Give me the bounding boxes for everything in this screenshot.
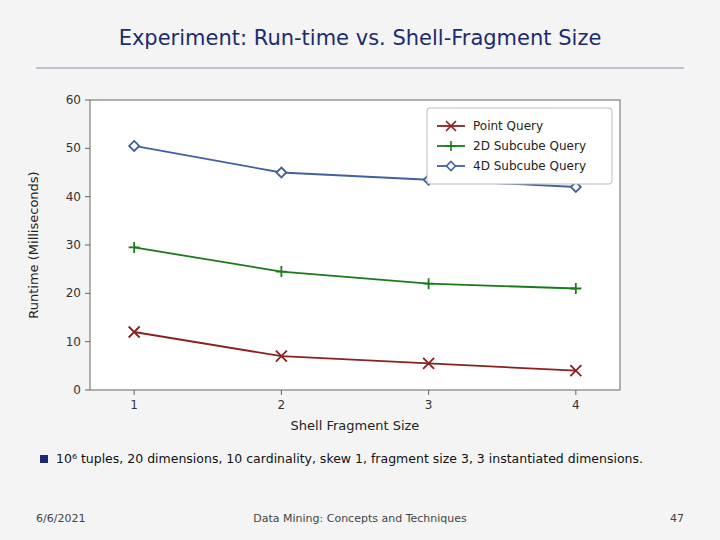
series <box>129 242 582 294</box>
footer: Data Mining: Concepts and Techniques <box>253 512 467 525</box>
legend-marker <box>447 162 456 171</box>
point <box>129 242 140 253</box>
x-tick <box>428 390 429 395</box>
legend-box <box>427 108 612 184</box>
y-tick <box>85 341 90 342</box>
y-tick <box>85 148 90 149</box>
y-tick-label: 40 <box>66 190 81 204</box>
y-tick-label: 10 <box>66 335 81 349</box>
bullet <box>40 455 48 463</box>
y-tick-label: 0 <box>73 383 81 397</box>
x-tick <box>134 390 135 395</box>
series-line <box>134 247 576 288</box>
plot-frame <box>90 100 620 390</box>
chart: Experiment: Run-time vs. Shell-Fragment … <box>0 0 720 540</box>
plot-area <box>90 100 620 390</box>
legend: Point Query 2D Subcube Query 4D Subcube Qu… <box>427 108 612 184</box>
title: Experiment: Run-time vs. Shell-Fragment … <box>119 26 602 50</box>
point <box>276 351 287 362</box>
series-line <box>134 332 576 371</box>
legend-marker <box>446 121 456 131</box>
y-tick <box>85 293 90 294</box>
x-tick-label: 1 <box>130 398 138 412</box>
y-tick-label: 50 <box>66 141 81 155</box>
legend-marker <box>446 141 456 151</box>
footer: 47 <box>670 512 684 525</box>
point <box>276 266 287 277</box>
title-rule <box>36 67 684 68</box>
y-tick <box>85 245 90 246</box>
legend-label: 4D Subcube Query <box>473 159 586 173</box>
legend-label: Point Query <box>473 119 543 133</box>
point <box>129 141 139 151</box>
footer: 6/6/2021 <box>36 512 85 525</box>
y-tick <box>85 196 90 197</box>
point <box>423 278 434 289</box>
y-tick-label: 20 <box>66 286 81 300</box>
point <box>276 168 286 178</box>
series <box>129 327 582 377</box>
legend-label: 2D Subcube Query <box>473 139 586 153</box>
y-axis-label: Runtime (Milliseconds) <box>26 171 41 318</box>
y-tick-label: 60 <box>66 93 81 107</box>
point <box>570 365 581 376</box>
point <box>423 358 434 369</box>
x-tick-label: 2 <box>278 398 286 412</box>
x-tick-label: 4 <box>572 398 580 412</box>
point <box>129 327 140 338</box>
point <box>570 283 581 294</box>
x-axis-label: Shell Fragment Size <box>291 418 420 433</box>
y-tick-label: 30 <box>66 238 81 252</box>
axes: 0 10 20 30 40 50 60 1 2 3 4 <box>66 93 620 412</box>
y-tick <box>85 390 90 391</box>
note: 10⁶ tuples, 20 dimensions, 10 cardinalit… <box>56 451 643 466</box>
x-tick-label: 3 <box>425 398 433 412</box>
x-tick <box>575 390 576 395</box>
x-tick <box>281 390 282 395</box>
y-tick <box>85 100 90 101</box>
